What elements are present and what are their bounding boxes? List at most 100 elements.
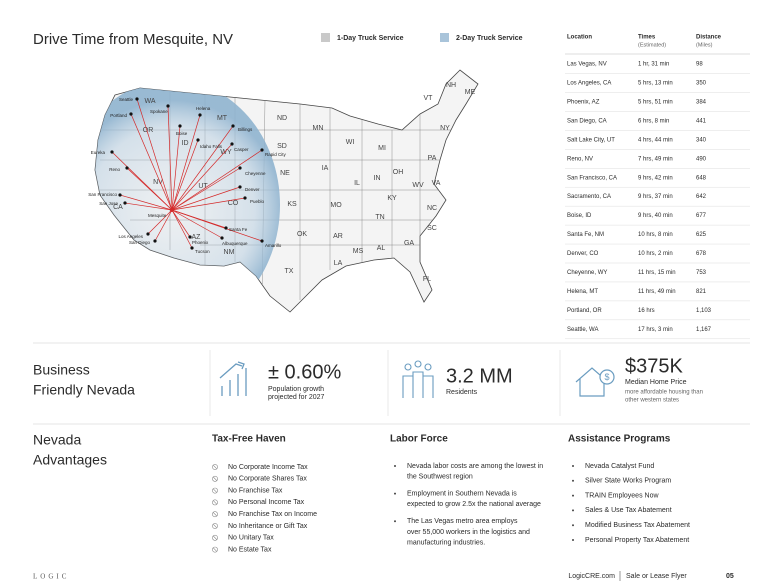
state-label: ND bbox=[277, 115, 287, 122]
state-label: CA bbox=[113, 204, 123, 211]
legend-label: 2-Day Truck Service bbox=[456, 35, 523, 42]
table-cell: 4 hrs, 44 min bbox=[638, 137, 673, 143]
city-label: Cheyenne bbox=[245, 171, 266, 176]
route-line bbox=[171, 167, 241, 211]
table-cell: 384 bbox=[696, 99, 707, 105]
list-item: Sales & Use Tax Abatement bbox=[585, 507, 672, 514]
list-item: No Unitary Tax bbox=[228, 535, 274, 542]
bullet bbox=[394, 520, 396, 523]
city-label: Tucson bbox=[195, 249, 210, 254]
state-label: MS bbox=[353, 248, 364, 255]
table-cell: Cheyenne, WY bbox=[567, 270, 607, 276]
bullet bbox=[394, 492, 396, 495]
city-label: San Jose bbox=[99, 201, 118, 206]
no-icon bbox=[212, 488, 218, 493]
route-line bbox=[171, 139, 199, 211]
table-cell: 6 hrs, 8 min bbox=[638, 118, 669, 124]
state-label: WV bbox=[412, 182, 424, 189]
city-label: Denver bbox=[245, 187, 260, 192]
city-dot bbox=[260, 239, 264, 243]
city-dot bbox=[166, 104, 170, 108]
list-item: No Corporate Income Tax bbox=[228, 464, 308, 471]
list-item: Employment in Southern Nevada is bbox=[407, 490, 517, 497]
state-label: MI bbox=[378, 145, 386, 152]
house-icon bbox=[575, 367, 615, 397]
table-header: Location bbox=[567, 35, 592, 41]
table-cell: 9 hrs, 42 min bbox=[638, 175, 673, 181]
city-label: Santa Fe bbox=[229, 227, 248, 232]
bullet bbox=[572, 509, 574, 512]
city-dot bbox=[129, 112, 133, 116]
table-cell: Salt Lake City, UT bbox=[567, 137, 615, 143]
no-icon bbox=[212, 523, 218, 529]
state-label: WI bbox=[346, 139, 355, 146]
bullet bbox=[572, 494, 574, 497]
no-icon bbox=[212, 500, 218, 505]
table-cell: Seattle, WA bbox=[567, 327, 598, 333]
advantages-heading: Advantages bbox=[33, 452, 107, 468]
state-label: ME bbox=[465, 89, 476, 96]
table-cell: Phoenix, AZ bbox=[567, 99, 600, 105]
city-label: Mesquite bbox=[148, 213, 167, 218]
city-label: Casper bbox=[234, 147, 249, 152]
city-dot bbox=[238, 166, 242, 170]
route-line bbox=[171, 143, 233, 211]
city-dot bbox=[243, 196, 247, 200]
table-cell: 10 hrs, 2 min bbox=[638, 251, 673, 257]
bullet bbox=[572, 465, 574, 467]
route-line bbox=[147, 209, 173, 235]
map: WA OR ID MT WY NV UT CO CA AZ NM ND SD NE KS OK TX MN IA MO… bbox=[88, 69, 479, 313]
city-dot bbox=[153, 239, 157, 243]
no-icon bbox=[212, 512, 218, 517]
city-dot bbox=[224, 226, 228, 230]
table-cell: 5 hrs, 51 min bbox=[638, 99, 673, 105]
state-label: IL bbox=[354, 180, 360, 187]
list-item: No Estate Tax bbox=[228, 546, 272, 553]
route-line bbox=[171, 114, 201, 211]
stat-note: more affordable housing than bbox=[625, 390, 703, 396]
route-line bbox=[136, 98, 173, 211]
list-item: over 55,000 workers in the logistics and bbox=[407, 529, 530, 536]
table-header: Distance bbox=[696, 35, 722, 41]
no-icon bbox=[212, 534, 218, 541]
state-label: OR bbox=[143, 127, 154, 134]
list-item: Silver State Works Program bbox=[585, 478, 671, 485]
route-line bbox=[171, 125, 234, 211]
table-cell: 11 hrs, 49 min bbox=[638, 289, 676, 295]
state-label: NE bbox=[280, 170, 290, 177]
table-cell: Santa Fe, NM bbox=[567, 232, 604, 238]
state-label: KY bbox=[387, 195, 397, 202]
table-cell: 9 hrs, 37 min bbox=[638, 194, 673, 200]
list-item: Modified Business Tax Abatement bbox=[585, 522, 690, 529]
list-item: No Franchise Tax bbox=[228, 487, 283, 494]
state-label: OH bbox=[393, 169, 404, 176]
no-icon bbox=[212, 464, 218, 470]
no-icon bbox=[212, 546, 218, 553]
table-cell: Las Vegas, NV bbox=[567, 62, 607, 68]
stat-label: projected for 2027 bbox=[268, 394, 325, 401]
no-icon bbox=[212, 523, 218, 529]
state-label: FL bbox=[423, 276, 431, 283]
state-label: UT bbox=[198, 183, 208, 190]
no-icon bbox=[212, 476, 218, 481]
stat-value: ± 0.60% bbox=[268, 361, 341, 383]
table-cell: 642 bbox=[696, 194, 707, 200]
no-icon bbox=[212, 499, 218, 506]
route-line bbox=[171, 186, 241, 211]
column-title: Tax-Free Haven bbox=[212, 434, 286, 445]
city-dot bbox=[196, 138, 200, 142]
city-label: Portland bbox=[110, 113, 127, 118]
growth-icon bbox=[219, 361, 247, 396]
city-label: Los Angeles bbox=[118, 234, 143, 239]
route-line bbox=[171, 209, 191, 238]
state-label: MT bbox=[217, 115, 228, 122]
state-label: SD bbox=[277, 143, 287, 150]
column-title: Assistance Programs bbox=[568, 434, 671, 445]
state-label: TN bbox=[375, 214, 384, 221]
route-line bbox=[154, 209, 173, 242]
city-label: Billings bbox=[238, 127, 253, 132]
stat-note: other western states bbox=[625, 398, 679, 404]
legend-label: 1-Day Truck Service bbox=[337, 35, 404, 42]
state-label: LA bbox=[334, 260, 343, 267]
route-line bbox=[167, 105, 173, 211]
